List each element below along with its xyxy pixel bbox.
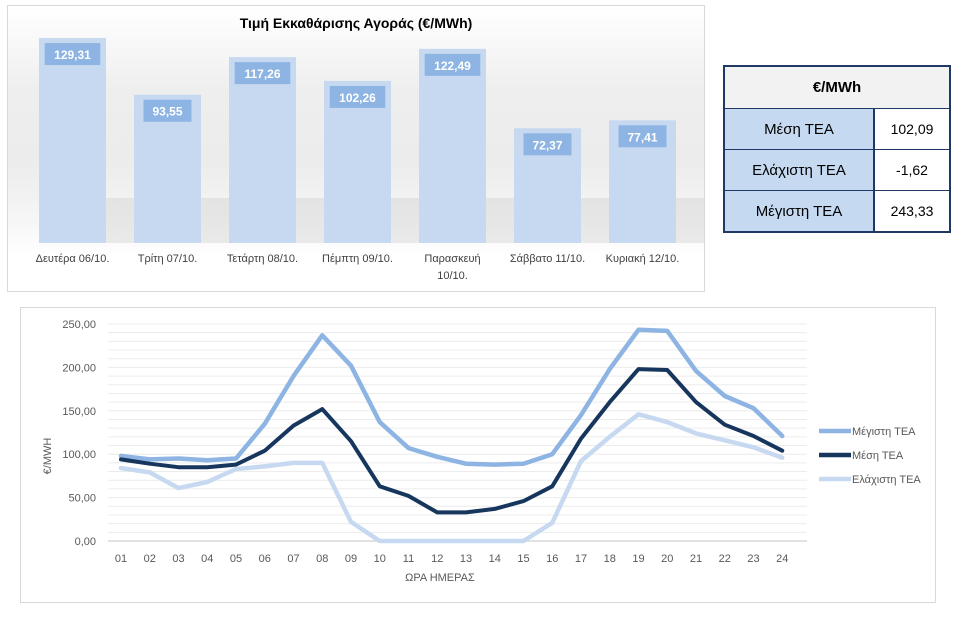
x-tick-label: 13: [460, 553, 472, 565]
series-lines: [118, 327, 785, 544]
legend: Μέγιστη ΤΕΑ Μέση ΤΕΑ Ελάχιστη ΤΕΑ: [819, 426, 921, 486]
x-tick-label: 10: [374, 553, 386, 565]
x-tick-label: 17: [575, 553, 587, 565]
stats-row-max: Μέγιστη ΤΕΑ 243,33: [723, 190, 951, 233]
x-tick-label: 12: [431, 553, 443, 565]
bar-category-label: Δευτέρα 06/10.: [36, 253, 110, 265]
x-tick-label: 18: [604, 553, 616, 565]
bar-value-label-bg: [329, 85, 386, 108]
y-tick-label: 0,00: [75, 536, 96, 548]
line-chart: 0,00 50,00 100,00 150,00 200,00 250,00 01 02 03…: [42, 319, 921, 584]
y-tick-label: 150,00: [62, 406, 96, 418]
bar: [419, 48, 486, 244]
bar-chart-panel: Τιμή Εκκαθάρισης Αγοράς (€/MWh) 129,31 93…: [7, 5, 705, 292]
bar-chart: Τιμή Εκκαθάρισης Αγοράς (€/MWh) 129,31 93…: [36, 15, 704, 282]
bar-shadow: [391, 198, 419, 243]
x-axis-label: ΩΡΑ ΗΜΕΡΑΣ: [405, 572, 475, 584]
bar-value-label: 77,41: [627, 130, 657, 144]
bar-category-label: Πέμπτη 09/10.: [322, 253, 393, 265]
y-tick-labels: 0,00 50,00 100,00 150,00 200,00 250,00: [62, 319, 96, 548]
stats-table: €/MWh Μέση ΤΕΑ 102,09 Ελάχιστη ΤΕΑ -1,62…: [723, 65, 951, 233]
bar-shadow: [486, 198, 514, 243]
stats-label: Ελάχιστη ΤΕΑ: [723, 149, 875, 191]
x-tick-label: 24: [776, 553, 788, 565]
bar-value-label: 129,31: [54, 48, 91, 62]
bar-shadow: [676, 198, 704, 243]
bar: [324, 80, 391, 243]
bar-shadow: [106, 198, 134, 243]
y-tick-label: 50,00: [68, 493, 96, 505]
x-tick-label: 02: [144, 553, 156, 565]
series-line-max: [118, 327, 785, 467]
bar-value-labels: 129,31 93,55 117,26 102,26 122,49 72,37 77,41: [44, 43, 667, 156]
x-tick-label: 22: [719, 553, 731, 565]
stats-row-min: Ελάχιστη ΤΕΑ -1,62: [723, 149, 951, 191]
bar-shadow: [296, 198, 324, 243]
x-tick-label: 05: [230, 553, 242, 565]
bar-value-label-bg: [424, 53, 481, 76]
legend-label: Μέγιστη ΤΕΑ: [852, 426, 916, 438]
x-tick-label: 20: [661, 553, 673, 565]
x-tick-label: 19: [632, 553, 644, 565]
x-tick-label: 11: [403, 553, 414, 565]
bar-value-label: 93,55: [152, 105, 182, 119]
x-tick-label: 14: [489, 553, 501, 565]
line-chart-panel: 0,00 50,00 100,00 150,00 200,00 250,00 01 02 03…: [20, 307, 936, 603]
bar-category-label: Σάββατο 11/10.: [510, 253, 585, 265]
bar-category-label: 10/10.: [437, 270, 468, 282]
y-tick-label: 200,00: [62, 362, 96, 374]
x-tick-label: 16: [546, 553, 558, 565]
bar: [229, 57, 296, 243]
legend-label: Ελάχιστη ΤΕΑ: [852, 474, 921, 486]
bar-value-label: 117,26: [244, 67, 280, 81]
y-tick-label: 100,00: [62, 449, 96, 461]
bar-value-label-bg: [618, 125, 667, 148]
stats-header-row: €/MWh: [723, 65, 951, 109]
bar-category-label: Παρασκευή: [424, 253, 480, 265]
bar-value-label-bg: [523, 133, 572, 156]
x-tick-label: 21: [690, 553, 702, 565]
x-tick-label: 06: [259, 553, 271, 565]
stats-row-mean: Μέση ΤΕΑ 102,09: [723, 108, 951, 150]
bar-category-labels: Δευτέρα 06/10. Τρίτη 07/10. Τετάρτη 08/10.…: [36, 253, 680, 282]
x-tick-label: 08: [316, 553, 328, 565]
bar-value-label-bg: [234, 62, 291, 85]
bars: [39, 38, 676, 244]
x-tick-label: 23: [747, 553, 759, 565]
y-axis-label: €/MWH: [42, 438, 54, 475]
bar-shadow: [581, 198, 609, 243]
stats-label: Μέγιστη ΤΕΑ: [723, 190, 875, 233]
gridlines: [108, 323, 807, 542]
series-line-mean: [119, 367, 785, 515]
x-tick-label: 15: [517, 553, 529, 565]
bar-category-label: Τετάρτη 08/10.: [227, 253, 298, 265]
stats-value: -1,62: [873, 149, 951, 191]
bar-category-label: Κυριακή 12/10.: [606, 253, 680, 265]
bar-value-label-bg: [44, 43, 101, 66]
bar-value-label: 72,37: [532, 138, 562, 152]
stats-value: 102,09: [873, 108, 951, 150]
x-tick-label: 07: [287, 553, 299, 565]
bar: [39, 38, 106, 243]
series-line-min: [118, 412, 785, 544]
bar-shadows: [106, 198, 704, 243]
x-tick-labels: 01 02 03 04 05 06 07 08 09 10 11 12 13 14 15 16 17 18 19 20…: [115, 553, 789, 565]
stats-value: 243,33: [873, 190, 951, 233]
legend-label: Μέση ΤΕΑ: [852, 450, 904, 462]
bar-category-label: Τρίτη 07/10.: [138, 253, 198, 265]
x-tick-label: 09: [345, 553, 357, 565]
bar-value-label: 122,49: [434, 59, 471, 73]
bar-value-label-bg: [143, 99, 192, 122]
bar-value-label: 102,26: [339, 91, 376, 105]
stats-header: €/MWh: [723, 65, 951, 109]
bar-chart-title: Τιμή Εκκαθάρισης Αγοράς (€/MWh): [240, 15, 473, 31]
bar-shadow: [201, 198, 229, 243]
y-tick-label: 250,00: [62, 319, 96, 331]
stats-label: Μέση ΤΕΑ: [723, 108, 875, 150]
x-tick-label: 01: [115, 553, 127, 565]
x-tick-label: 04: [201, 553, 213, 565]
x-tick-label: 03: [172, 553, 184, 565]
